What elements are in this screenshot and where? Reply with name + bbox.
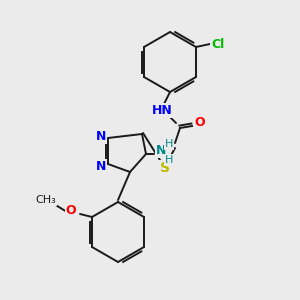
Text: O: O	[66, 205, 76, 218]
Text: N: N	[156, 143, 166, 157]
Text: CH₃: CH₃	[36, 195, 56, 205]
Text: H: H	[165, 139, 173, 149]
Text: N: N	[96, 160, 106, 172]
Text: N: N	[96, 130, 106, 142]
Text: S: S	[160, 161, 170, 175]
Text: Cl: Cl	[212, 38, 225, 50]
Text: O: O	[195, 116, 205, 130]
Text: HN: HN	[152, 103, 172, 116]
Text: H: H	[165, 155, 173, 165]
